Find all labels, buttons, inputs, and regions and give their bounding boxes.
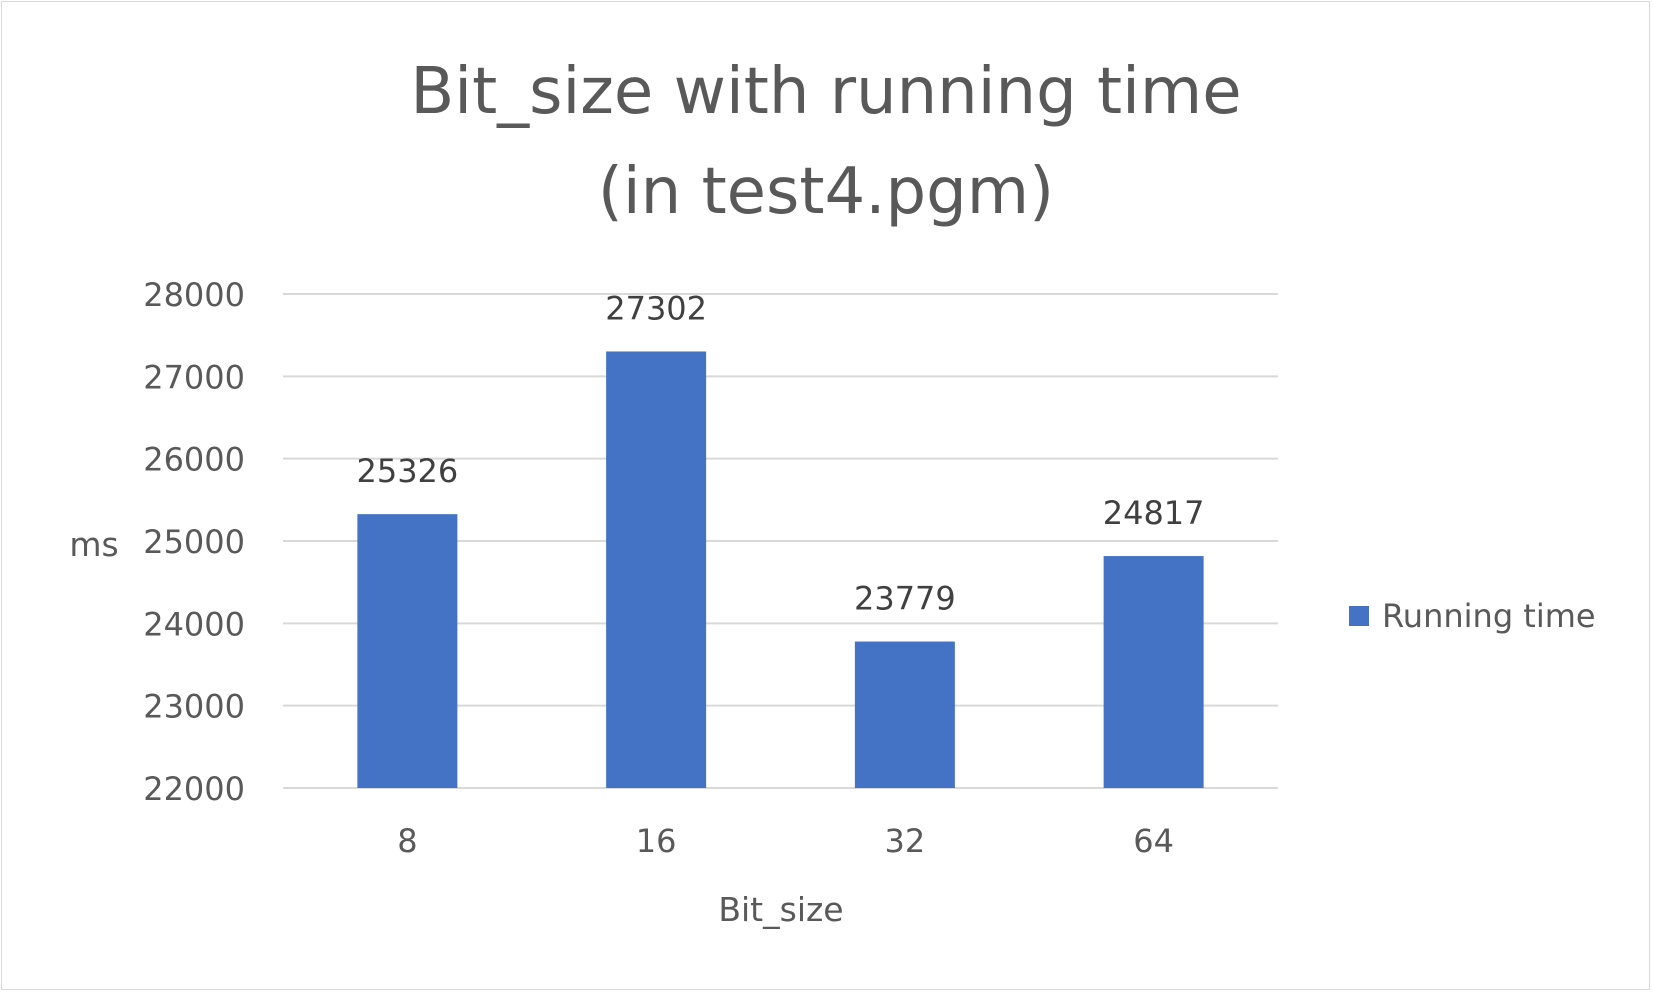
y-tick-label: 26000 [143, 441, 245, 479]
bar [606, 351, 707, 788]
legend-swatch [1349, 606, 1369, 626]
chart-title-line-1: Bit_size with running time [410, 55, 1241, 129]
y-tick-label: 22000 [143, 770, 245, 808]
bar [357, 514, 458, 788]
y-tick-label: 25000 [143, 523, 245, 561]
y-tick-label: 23000 [143, 688, 245, 726]
data-labels: 25326 27302 23779 24817 [356, 289, 1204, 617]
y-axis-tick-labels: 22000 23000 24000 25000 26000 27000 28000 [143, 276, 245, 808]
y-axis-title: ms [69, 525, 118, 564]
x-tick-label: 16 [636, 822, 677, 860]
x-tick-label: 64 [1133, 822, 1174, 860]
legend-label: Running time [1382, 597, 1596, 635]
x-tick-label: 8 [397, 822, 417, 860]
y-tick-label: 24000 [143, 605, 245, 643]
bar [1103, 556, 1204, 788]
bar-data-label: 23779 [854, 580, 956, 618]
bar-data-label: 24817 [1103, 494, 1205, 532]
bar [854, 641, 955, 788]
y-tick-label: 28000 [143, 276, 245, 314]
legend: Running time [1349, 597, 1596, 635]
bars [357, 351, 1204, 788]
bar-data-label: 25326 [356, 452, 458, 490]
x-tick-label: 32 [885, 822, 926, 860]
y-tick-label: 27000 [143, 358, 245, 396]
bar-data-label: 27302 [605, 289, 707, 327]
x-axis-tick-labels: 8 16 32 64 [397, 822, 1174, 860]
x-axis-title: Bit_size [718, 890, 843, 929]
chart-title-line-2: (in test4.pgm) [598, 155, 1054, 229]
